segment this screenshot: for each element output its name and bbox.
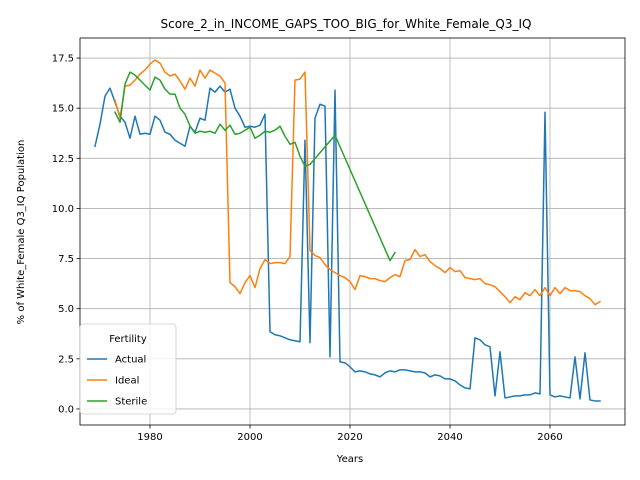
y-tick-label: 2.5 bbox=[58, 354, 74, 365]
legend: Fertility Actual Ideal Sterile bbox=[79, 323, 177, 415]
axis-ticks: 1980 2000 2020 2040 2060 0.0 2.5 5.0 7.5 10.0 12.5… bbox=[52, 54, 563, 443]
legend-label-actual: Actual bbox=[115, 355, 146, 366]
y-tick-label: 10.0 bbox=[52, 204, 74, 215]
y-tick-label: 12.5 bbox=[52, 154, 74, 165]
legend-title: Fertility bbox=[109, 334, 147, 345]
x-tick-label: 2060 bbox=[537, 432, 562, 443]
legend-label-sterile: Sterile bbox=[115, 397, 147, 408]
series-line-ideal bbox=[114, 59, 602, 306]
legend-label-ideal: Ideal bbox=[115, 376, 139, 387]
x-tick-label: 1980 bbox=[137, 432, 162, 443]
y-axis-label: % of White_Female Q3_IQ Population bbox=[16, 140, 27, 325]
y-tick-label: 15.0 bbox=[52, 104, 74, 115]
plot-area-frame bbox=[79, 37, 626, 426]
x-tick-label: 2020 bbox=[337, 432, 362, 443]
y-tick-label: 0.0 bbox=[58, 404, 74, 415]
y-tick-label: 17.5 bbox=[52, 54, 74, 65]
legend-frame bbox=[79, 323, 177, 415]
series-line-sterile bbox=[113, 71, 397, 262]
y-tick-label: 5.0 bbox=[58, 304, 74, 315]
chart-title: Score_2_in_INCOME_GAPS_TOO_BIG_for_White… bbox=[161, 17, 532, 31]
y-tick-label: 7.5 bbox=[58, 254, 74, 265]
series-line-actual bbox=[94, 85, 601, 402]
x-tick-label: 2040 bbox=[437, 432, 462, 443]
plot-series bbox=[94, 59, 602, 402]
x-tick-label: 2000 bbox=[237, 432, 262, 443]
x-axis-label: Years bbox=[336, 454, 363, 465]
grid bbox=[80, 38, 625, 425]
